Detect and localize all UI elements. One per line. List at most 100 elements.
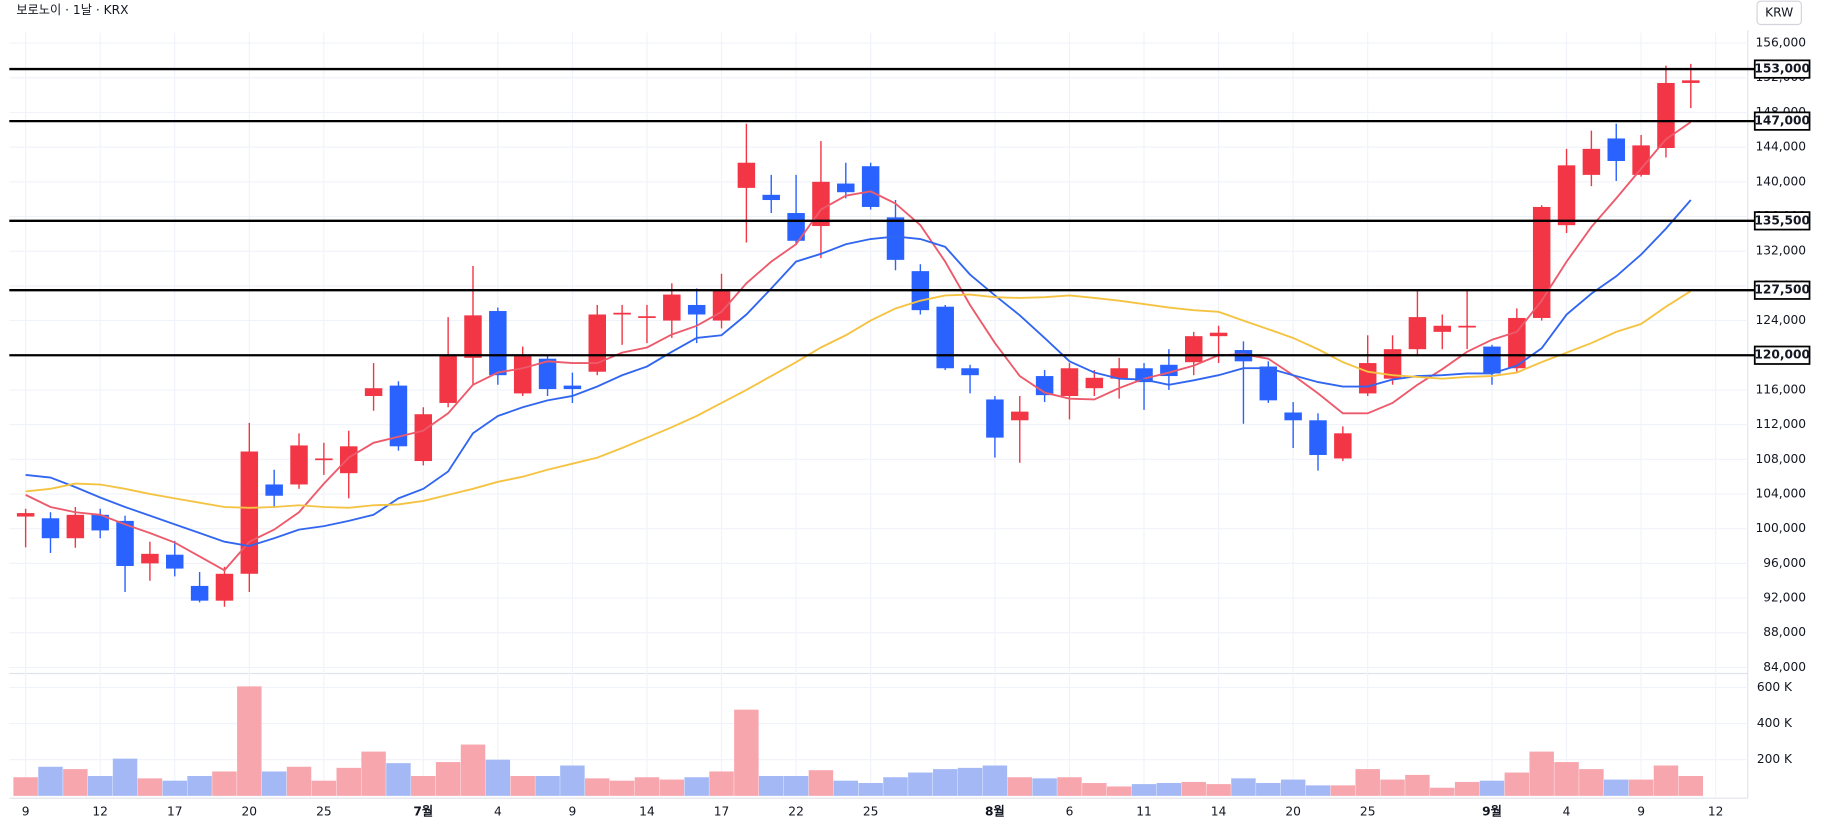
volume-bar [1330,785,1356,796]
volume-bar [1007,777,1032,796]
volume-bar [1256,783,1281,796]
candle-body [489,311,507,376]
volume-bar [982,765,1008,796]
candle-body [116,520,134,566]
level-label-box [1753,211,1811,231]
volume-bar [1280,779,1306,796]
candle-body [464,315,482,358]
y-tick-label: 144,000 [1755,140,1806,154]
volume-bar [1653,765,1679,796]
volume-bar [560,765,585,796]
currency-box[interactable] [1756,0,1802,26]
level-label-box [1753,345,1811,365]
volume-bar [932,769,958,796]
level-label-box [1753,280,1811,300]
volume-bar [1106,786,1132,796]
candle-body [986,399,1004,438]
volume-bar [1529,751,1554,796]
level-label-box [1753,59,1811,79]
x-tick-label: 17 [167,805,183,819]
volume-bar [137,778,163,796]
candle-body [1184,336,1203,363]
volume-bar [1504,772,1530,796]
volume-bar [336,767,361,796]
x-tick-label: 25 [1360,805,1376,819]
y-tick-label: 104,000 [1755,487,1806,501]
candle-body [1458,325,1476,328]
candle-body [1607,138,1625,162]
volume-bar [709,771,734,796]
candle-body [1110,368,1128,379]
x-tick-label: 20 [242,805,258,819]
volume-bar [261,771,287,796]
y-tick-label: 100,000 [1755,521,1806,535]
candle-body [339,446,358,474]
candle-body [762,194,780,201]
y-tick-label: 108,000 [1755,452,1806,466]
volume-bar [1057,777,1082,796]
candle-body [1408,317,1427,350]
x-tick-label: 4 [1563,805,1571,819]
candle-body [1060,368,1079,397]
candle-body [91,514,109,531]
candle-body [886,217,905,260]
candle-body [315,458,333,461]
volume-bar [112,758,138,796]
volume-bar [1678,775,1704,796]
x-tick-label: 14 [639,805,655,819]
volume-bar [1082,783,1107,796]
candle-body [737,162,756,188]
x-tick-label: 4 [494,805,502,819]
volume-bar [510,775,535,796]
x-tick-label: 6 [1066,805,1074,819]
volume-bar [386,763,411,796]
candle-body [1557,165,1576,226]
x-tick-label: 20 [1285,805,1301,819]
volume-bar [908,772,933,796]
candle-body [190,585,209,601]
candle-body [1483,346,1501,374]
candle-body [16,513,35,517]
volume-bar [1305,785,1331,796]
x-tick-label: 12 [92,805,108,819]
volume-bar [585,778,610,796]
level-label: 127,500 [1754,283,1810,297]
candle-body [837,183,855,193]
volume-bar [883,777,908,796]
volume-bar [162,780,187,796]
volume-bar [1454,781,1480,796]
volume-bar [634,777,660,796]
level-label: 135,500 [1754,213,1810,227]
candle-body [41,518,60,539]
x-tick-label: 11 [1136,805,1152,819]
volume-bar [659,779,685,796]
candle-body [1433,325,1452,332]
volume-bar [237,686,262,796]
volume-bar [435,762,461,796]
volume-bar [1032,778,1057,796]
candle-body [1334,433,1352,459]
candle-body [563,385,582,390]
volume-bar [535,775,560,796]
volume-bar [684,777,709,796]
level-label: 147,000 [1754,114,1810,128]
moving-average-line [25,121,1692,572]
x-tick-label: 7월 [413,804,433,819]
y-tick-label: 140,000 [1755,174,1806,188]
volume-bar [1479,780,1505,796]
candle-body [364,388,383,397]
candle-body [66,514,85,539]
y-tick-label: 92,000 [1763,591,1806,605]
candle-body [215,573,234,601]
candle-body [141,553,159,564]
x-tick-label: 17 [714,805,730,819]
volume-bar [783,775,809,796]
volume-bar [485,759,511,796]
x-tick-label: 8월 [985,804,1005,819]
volume-bar [957,767,983,796]
volume-bar [1405,774,1430,796]
y-tick-label: 84,000 [1763,660,1806,674]
volume-bar [1355,769,1380,796]
currency[interactable]: KRW [1765,5,1793,19]
